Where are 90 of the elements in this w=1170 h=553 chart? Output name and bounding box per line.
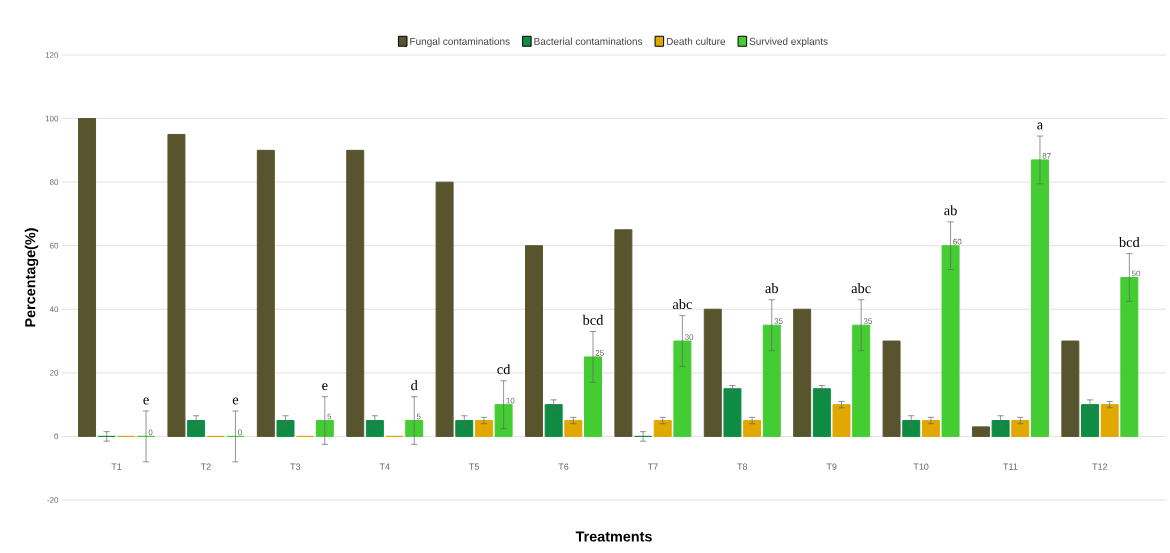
bar [346,149,365,437]
bar [971,426,990,437]
data-label: 30 [684,334,694,340]
y-tick-label: 80 [49,179,59,185]
bar [614,229,633,437]
x-tick-label: T8 [737,463,748,470]
bar [315,420,334,437]
bar [494,404,513,437]
annotation: abc [672,298,692,310]
bar [902,420,921,437]
annotation: e [143,397,149,405]
legend-label: Survived explants [749,37,828,47]
bar [187,420,206,437]
data-label: 35 [774,318,783,324]
bar [812,388,831,437]
data-label: 0 [238,429,242,436]
y-tick-label: 100 [45,115,59,122]
legend-label: Bacterial contaminations [534,37,643,45]
x-tick-label: T9 [826,463,837,470]
data-label: 87 [1042,153,1051,159]
bar [1120,276,1139,437]
annotation: bcd [1118,236,1140,248]
data-label: 60 [953,238,962,245]
x-tick-label: T2 [200,463,211,470]
data-label: 5 [416,413,421,420]
y-tick-label: -20 [47,497,59,503]
annotation: ab [765,283,779,294]
data-label: 0 [148,429,153,436]
bar [762,324,781,437]
bar [941,245,960,437]
bar [435,181,454,437]
data-label: 25 [595,350,604,356]
bar [703,308,722,437]
bar [276,420,295,437]
annotation: a [1037,122,1043,130]
annotation: e [322,383,328,391]
bar [1030,159,1049,437]
annotation: e [232,397,239,405]
x-tick-label: T4 [379,463,390,470]
bar [852,324,871,437]
x-tick-label: T7 [647,463,658,470]
bar [921,420,940,437]
bar [673,340,692,437]
bar [1100,404,1119,437]
x-tick-label: T12 [1092,463,1108,470]
bar [256,149,275,437]
y-tick-label: 0 [54,433,59,440]
annotation: d [411,380,418,391]
x-tick-label: T10 [913,463,929,470]
y-tick-label: 40 [49,306,59,313]
bar [525,245,543,437]
bar [474,420,493,437]
y-tick-label: 120 [45,52,59,58]
x-tick-label: T6 [558,463,569,470]
x-tick-label: T1 [111,463,122,470]
bar [653,420,672,437]
x-axis-title: Treatments [575,531,652,542]
bar [405,420,424,437]
bar [78,118,97,437]
y-tick-label: 20 [49,370,59,376]
x-tick-label: T5 [469,463,479,470]
annotation: cd [497,364,511,375]
bar [882,340,901,437]
data-label: 50 [1131,270,1141,277]
bar [991,420,1010,437]
annotation: ab [944,205,957,216]
bar [584,356,602,437]
bar [1011,420,1030,437]
bar [544,404,563,437]
x-tick-label: T3 [290,463,301,470]
bar [167,133,186,437]
bar [1081,404,1099,437]
y-tick-label: 60 [49,242,59,249]
annotation: bcd [582,314,604,325]
y-axis-title: Percentage(%) [24,228,39,327]
bar [1061,340,1080,437]
data-label: 10 [506,397,515,404]
bar [455,420,474,437]
bar [365,420,384,437]
legend-label: Death culture [666,37,726,45]
bar [832,404,851,437]
bar [743,420,762,437]
annotation: abc [851,283,871,294]
legend-label: Fungal contaminations [410,37,510,47]
bar [723,388,742,437]
x-tick-label: T11 [1003,463,1018,470]
data-label: 5 [327,413,332,420]
bar [793,308,812,437]
data-label: 35 [863,318,872,324]
bar [564,420,583,437]
